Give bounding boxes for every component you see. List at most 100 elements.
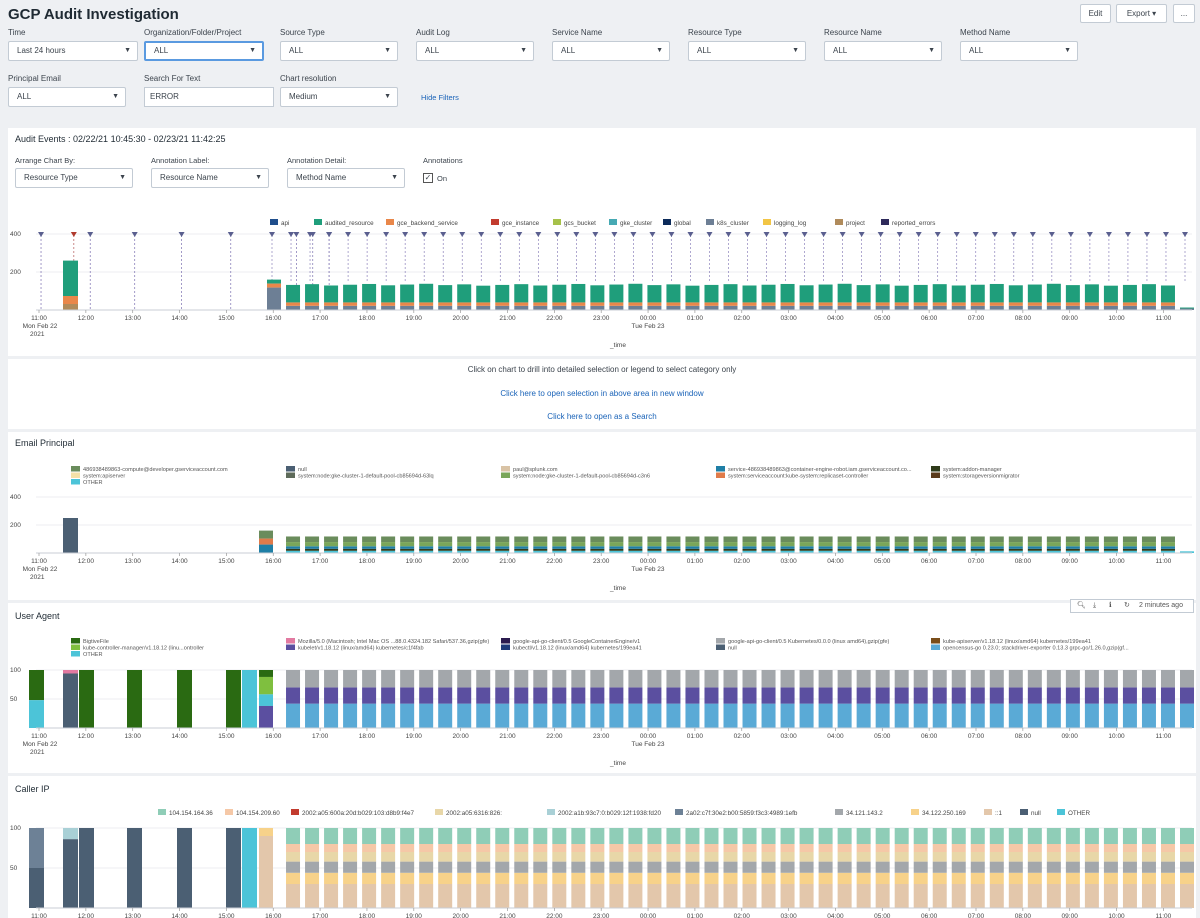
bar-segment[interactable] bbox=[242, 670, 257, 728]
bar-segment[interactable] bbox=[761, 548, 776, 551]
bar-segment[interactable] bbox=[419, 872, 434, 884]
bar-segment[interactable] bbox=[1180, 308, 1194, 310]
more-button[interactable]: ... bbox=[1173, 4, 1195, 23]
bar-segment[interactable] bbox=[932, 884, 947, 908]
bar-segment[interactable] bbox=[514, 687, 529, 704]
bar-segment[interactable] bbox=[894, 884, 909, 908]
bar-segment[interactable] bbox=[571, 546, 586, 549]
legend-swatch[interactable] bbox=[931, 644, 940, 651]
bar-segment[interactable] bbox=[647, 844, 662, 852]
bar-segment[interactable] bbox=[1084, 670, 1099, 688]
bar-segment[interactable] bbox=[818, 852, 833, 862]
bar-segment[interactable] bbox=[723, 844, 738, 852]
bar-segment[interactable] bbox=[1141, 844, 1156, 852]
bar-segment[interactable] bbox=[685, 536, 700, 543]
bar-segment[interactable] bbox=[685, 872, 700, 884]
bar-segment[interactable] bbox=[1141, 828, 1156, 844]
bar-segment[interactable] bbox=[495, 687, 510, 704]
bar-segment[interactable] bbox=[742, 844, 757, 852]
bar-segment[interactable] bbox=[400, 861, 415, 873]
bar-segment[interactable] bbox=[552, 861, 567, 873]
bar-segment[interactable] bbox=[932, 828, 947, 844]
bar-segment[interactable] bbox=[704, 844, 719, 852]
bar-segment[interactable] bbox=[419, 283, 434, 303]
bar-segment[interactable] bbox=[704, 852, 719, 862]
bar-segment[interactable] bbox=[685, 302, 700, 306]
bar-segment[interactable] bbox=[400, 670, 415, 688]
bar-segment[interactable] bbox=[1141, 284, 1156, 303]
bar-segment[interactable] bbox=[242, 828, 257, 908]
bar-segment[interactable] bbox=[951, 884, 966, 908]
bar-segment[interactable] bbox=[723, 546, 738, 549]
bar-segment[interactable] bbox=[761, 550, 776, 553]
bar-segment[interactable] bbox=[723, 548, 738, 551]
bar-segment[interactable] bbox=[647, 305, 662, 310]
bar-segment[interactable] bbox=[1008, 550, 1023, 553]
bar-segment[interactable] bbox=[571, 687, 586, 704]
bar-segment[interactable] bbox=[609, 844, 624, 852]
bar-segment[interactable] bbox=[818, 550, 833, 553]
bar-segment[interactable] bbox=[438, 302, 453, 306]
bar-segment[interactable] bbox=[723, 536, 738, 543]
bar-segment[interactable] bbox=[476, 548, 491, 551]
bar-segment[interactable] bbox=[1103, 542, 1118, 547]
bar-segment[interactable] bbox=[723, 884, 738, 908]
bar-segment[interactable] bbox=[1122, 542, 1137, 547]
bar-segment[interactable] bbox=[647, 828, 662, 844]
bar-segment[interactable] bbox=[1084, 548, 1099, 551]
bar-segment[interactable] bbox=[343, 670, 358, 688]
bar-segment[interactable] bbox=[856, 844, 871, 852]
bar-segment[interactable] bbox=[856, 703, 871, 728]
bar-segment[interactable] bbox=[1008, 305, 1023, 310]
bar-segment[interactable] bbox=[989, 670, 1004, 688]
legend-swatch[interactable] bbox=[911, 809, 919, 815]
bar-segment[interactable] bbox=[63, 296, 78, 304]
bar-segment[interactable] bbox=[343, 302, 358, 306]
bar-segment[interactable] bbox=[1103, 884, 1118, 908]
bar-segment[interactable] bbox=[590, 670, 605, 688]
bar-segment[interactable] bbox=[951, 687, 966, 704]
bar-segment[interactable] bbox=[362, 861, 377, 873]
bar-segment[interactable] bbox=[259, 836, 273, 908]
bar-segment[interactable] bbox=[457, 670, 472, 688]
bar-segment[interactable] bbox=[875, 670, 890, 688]
bar-segment[interactable] bbox=[742, 536, 757, 543]
bar-segment[interactable] bbox=[457, 828, 472, 844]
bar-segment[interactable] bbox=[1160, 302, 1175, 306]
bar-segment[interactable] bbox=[590, 872, 605, 884]
bar-segment[interactable] bbox=[1160, 542, 1175, 547]
bar-segment[interactable] bbox=[894, 285, 909, 303]
bar-segment[interactable] bbox=[457, 548, 472, 551]
bar-segment[interactable] bbox=[1046, 305, 1061, 310]
bar-segment[interactable] bbox=[343, 872, 358, 884]
bar-segment[interactable] bbox=[1084, 828, 1099, 844]
bar-segment[interactable] bbox=[913, 542, 928, 547]
bar-segment[interactable] bbox=[875, 872, 890, 884]
bar-segment[interactable] bbox=[571, 542, 586, 547]
bar-segment[interactable] bbox=[590, 852, 605, 862]
legend-swatch[interactable] bbox=[501, 644, 510, 651]
bar-segment[interactable] bbox=[400, 844, 415, 852]
legend-swatch[interactable] bbox=[286, 638, 295, 644]
refresh-icon[interactable]: ↻ bbox=[1124, 602, 1130, 609]
bar-segment[interactable] bbox=[571, 872, 586, 884]
bar-segment[interactable] bbox=[1103, 285, 1118, 303]
bar-segment[interactable] bbox=[1084, 302, 1099, 306]
bar-segment[interactable] bbox=[989, 703, 1004, 728]
bar-segment[interactable] bbox=[742, 828, 757, 844]
bar-segment[interactable] bbox=[1027, 884, 1042, 908]
bar-segment[interactable] bbox=[381, 670, 396, 688]
bar-segment[interactable] bbox=[63, 673, 78, 728]
bar-segment[interactable] bbox=[571, 703, 586, 728]
bar-segment[interactable] bbox=[799, 302, 814, 306]
bar-segment[interactable] bbox=[989, 852, 1004, 862]
bar-segment[interactable] bbox=[514, 852, 529, 862]
bar-segment[interactable] bbox=[628, 302, 643, 306]
bar-segment[interactable] bbox=[1046, 884, 1061, 908]
bar-segment[interactable] bbox=[305, 884, 320, 908]
bar-segment[interactable] bbox=[742, 884, 757, 908]
bar-segment[interactable] bbox=[951, 861, 966, 873]
bar-segment[interactable] bbox=[476, 828, 491, 844]
bar-segment[interactable] bbox=[780, 546, 795, 549]
bar-segment[interactable] bbox=[1084, 844, 1099, 852]
